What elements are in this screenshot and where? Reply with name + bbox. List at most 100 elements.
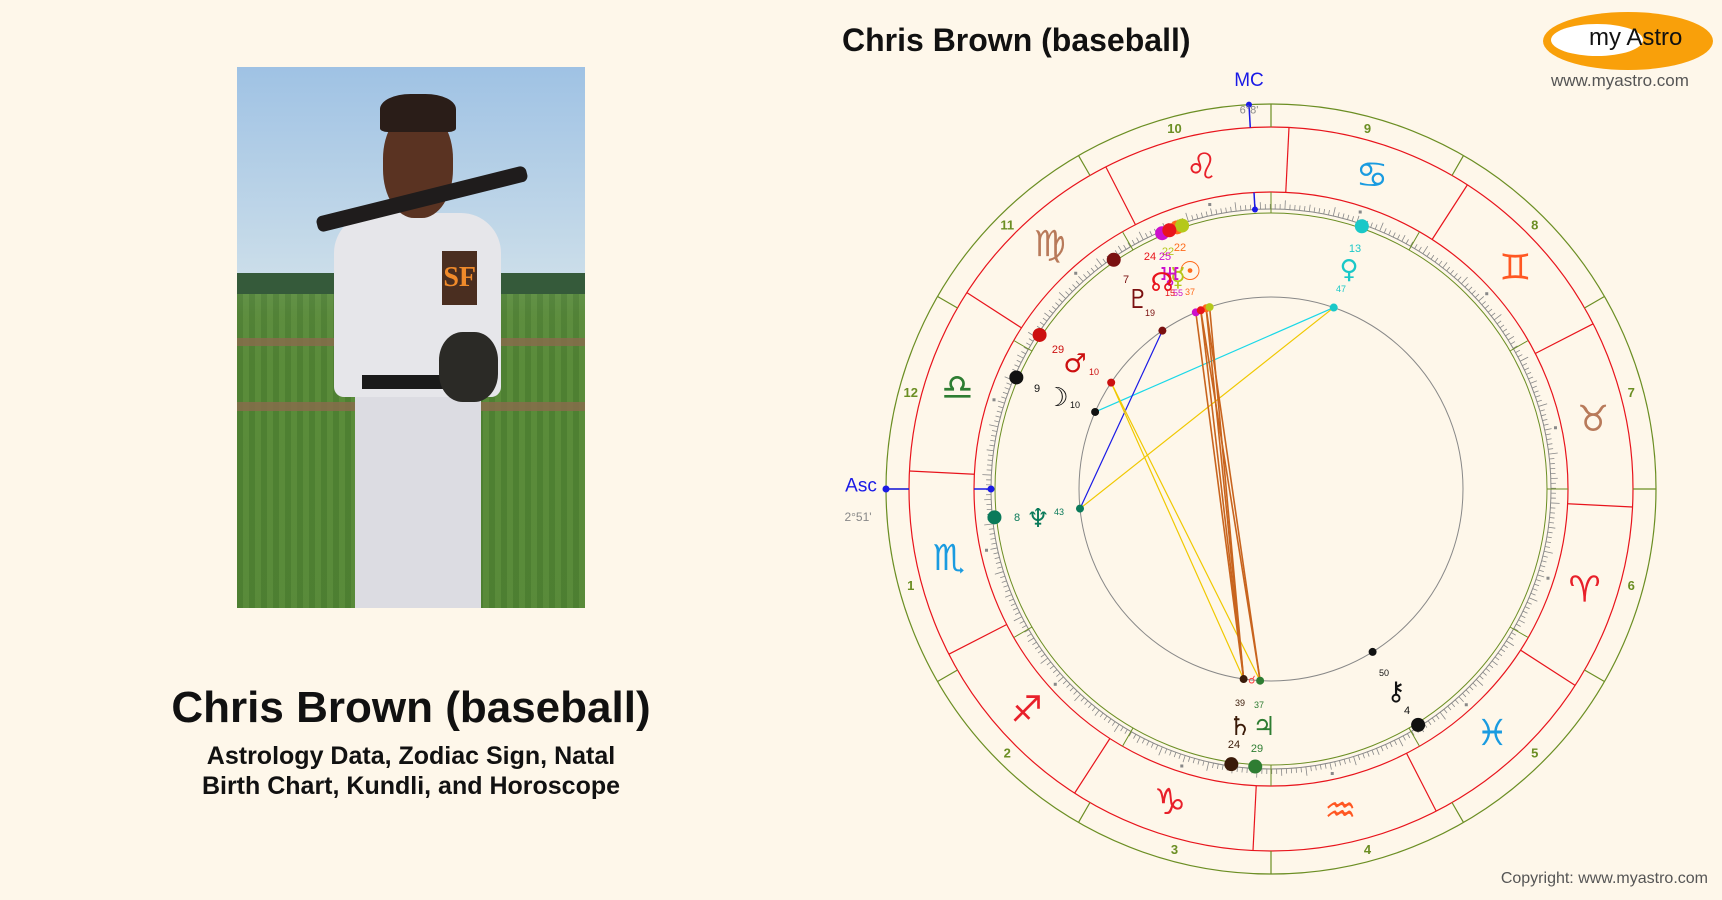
house-number-label: 8 <box>1531 218 1538 233</box>
degree-tick <box>1094 709 1100 716</box>
north-node-minutes: 15 <box>1165 288 1175 298</box>
ascendant-label: Asc <box>845 476 877 497</box>
saturn-icon: ♄ <box>1228 712 1251 742</box>
degree-tick <box>1058 298 1063 303</box>
degree-tick <box>1040 653 1046 658</box>
house-number-label: 2 <box>1004 745 1011 760</box>
degree-tick <box>1141 738 1145 744</box>
degree-tick <box>1216 763 1219 769</box>
degree-tick <box>1524 367 1530 371</box>
saturn-minutes: 39 <box>1235 698 1245 708</box>
house-cusp-outer <box>1077 155 1091 176</box>
degree-tick <box>1385 744 1388 750</box>
degree-tick <box>1300 767 1302 773</box>
sign-midpoint-marker <box>992 398 996 402</box>
degree-tick <box>997 566 1003 569</box>
degree-tick <box>1461 276 1468 284</box>
degree-tick <box>1528 376 1534 380</box>
degree-tick <box>1149 230 1153 236</box>
degree-tick <box>1351 216 1354 222</box>
zodiac-sign-capricorn-icon: ♑ <box>1154 782 1186 823</box>
degree-tick <box>1001 396 1007 399</box>
degree-tick <box>1328 209 1330 216</box>
degree-tick <box>1062 680 1067 685</box>
degree-tick <box>987 454 994 457</box>
degree-tick <box>1512 345 1518 349</box>
degree-tick <box>1091 706 1096 712</box>
degree-tick <box>1102 258 1107 264</box>
chiron-position-dot <box>1411 717 1426 732</box>
sign-midpoint-marker <box>1180 764 1184 768</box>
degree-tick <box>1014 612 1020 615</box>
sign-midpoint-marker <box>1553 426 1557 430</box>
degree-tick <box>1169 750 1172 756</box>
sign-boundary-line <box>1105 166 1137 225</box>
degree-tick <box>1212 762 1214 769</box>
degree-tick <box>1188 756 1191 762</box>
degree-tick <box>1502 328 1508 333</box>
degree-tick <box>1435 714 1440 720</box>
degree-tick <box>1133 734 1137 739</box>
degree-tick <box>1032 641 1037 646</box>
degree-tick <box>1541 414 1547 417</box>
sign-boundary-line <box>1252 785 1257 851</box>
degree-tick <box>1051 306 1057 310</box>
degree-tick <box>1438 260 1443 266</box>
pluto-icon: ♇ <box>1126 285 1149 315</box>
degree-tick <box>1542 555 1548 558</box>
degree-tick <box>1462 693 1467 698</box>
degree-tick <box>1200 212 1203 218</box>
zodiac-sign-virgo-icon: ♍ <box>1034 224 1066 265</box>
sign-boundary-line <box>1520 649 1576 686</box>
degree-tick <box>1117 245 1123 253</box>
degree-tick <box>991 542 997 545</box>
degree-tick <box>1472 682 1477 687</box>
degree-tick <box>1065 291 1070 296</box>
venus-degree: 13 <box>1349 243 1361 255</box>
degree-tick <box>1488 664 1494 669</box>
degree-tick <box>1146 740 1150 746</box>
house-number-label: 11 <box>1000 218 1014 233</box>
degree-tick <box>1469 686 1474 691</box>
degree-tick <box>1526 372 1532 375</box>
midheaven-inner-dot <box>1251 206 1258 213</box>
house-cusp-inner <box>1122 231 1134 251</box>
degree-tick <box>1299 205 1301 211</box>
ascendant-inner-dot <box>987 485 995 493</box>
degree-tick <box>1513 628 1519 632</box>
degree-tick <box>1088 703 1092 709</box>
degree-tick <box>1215 209 1218 215</box>
north-node-aspect-dot <box>1196 306 1205 315</box>
degree-tick <box>1458 696 1464 703</box>
degree-tick <box>1027 637 1035 643</box>
degree-tick <box>1173 752 1177 758</box>
degree-tick <box>1439 711 1446 720</box>
house-cusp-inner <box>1013 626 1033 638</box>
degree-tick <box>1548 452 1558 455</box>
degree-tick <box>1490 312 1496 317</box>
degree-tick <box>1057 676 1064 682</box>
degree-tick <box>1017 354 1024 359</box>
degree-tick <box>1539 409 1545 412</box>
degree-tick <box>1443 708 1448 714</box>
degree-tick <box>1545 541 1551 544</box>
sign-boundary-line <box>909 470 975 475</box>
degree-tick <box>990 439 996 442</box>
degree-tick <box>994 420 1000 423</box>
degree-tick <box>1546 536 1552 539</box>
degree-tick <box>1536 399 1542 403</box>
subtitle-line-2: Birth Chart, Kundli, and Horoscope <box>201 772 621 800</box>
degree-tick <box>1493 314 1502 321</box>
degree-tick <box>1465 689 1470 694</box>
house-cusp-inner <box>1509 340 1529 352</box>
degree-tick <box>1543 550 1553 554</box>
house-cusp-outer <box>1584 295 1605 309</box>
sign-midpoint-marker <box>1358 210 1362 214</box>
degree-tick <box>1120 726 1124 732</box>
myastro-logo[interactable]: my Astro <box>1543 12 1713 70</box>
uranus-icon: ♅ <box>1158 263 1181 293</box>
site-url-link[interactable]: www.myastro.com <box>1551 71 1689 90</box>
house-cusp-inner <box>1122 727 1134 747</box>
degree-tick <box>1128 731 1132 737</box>
aspect-circle <box>1078 296 1464 682</box>
